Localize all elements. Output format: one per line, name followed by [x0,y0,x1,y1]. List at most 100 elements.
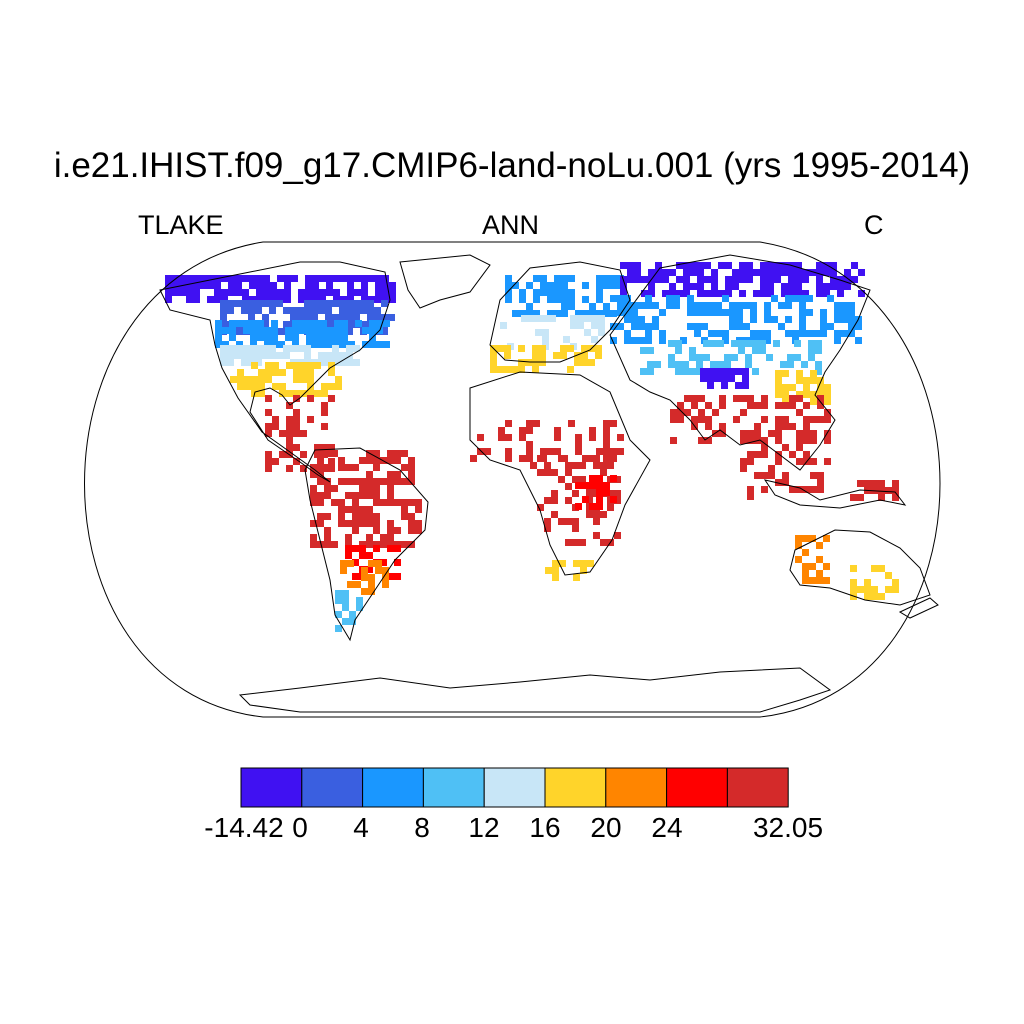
data-cell [767,276,774,283]
data-cell [331,485,338,492]
data-cell [648,269,655,276]
data-cell [764,302,771,309]
data-cell [640,368,647,375]
data-cell [750,309,757,316]
data-cell [354,275,361,282]
data-cell [327,327,334,334]
data-cell [221,275,228,282]
data-cell [687,295,694,302]
data-cell [255,300,262,307]
data-cell [586,497,593,504]
data-cell [561,289,568,296]
data-cell [558,518,565,525]
data-cell [186,282,193,289]
data-cell [634,269,641,276]
data-cell [565,539,572,546]
data-cell [505,275,512,282]
data-cell [732,276,739,283]
data-cell [300,376,307,383]
data-cell [339,352,346,359]
data-cell [341,320,348,327]
data-cell [304,352,311,359]
data-cell [347,289,354,296]
data-cell [272,458,279,465]
data-cell [761,402,768,409]
data-cell [321,390,328,397]
data-cell [264,341,271,348]
data-cell [172,282,179,289]
data-cell [286,390,293,397]
data-cell [577,322,584,329]
colorbar-labels: -14.42 0 4 8 12 16 20 24 32.05 [0,812,1024,852]
data-cell [796,444,803,451]
data-cell [817,486,824,493]
data-cell [265,362,272,369]
data-cell [504,366,511,373]
data-cell [408,471,415,478]
data-cell [617,448,624,455]
data-cell [808,347,815,354]
data-cell [579,539,586,546]
data-cell [477,434,484,441]
data-cell [691,402,698,409]
data-cell [490,366,497,373]
data-cell [662,269,669,276]
data-cell [269,307,276,314]
data-cell [761,444,768,451]
data-cell [824,398,831,405]
data-cell [729,309,736,316]
data-cell [676,276,683,283]
data-cell [750,316,757,323]
data-cell [345,520,352,527]
data-cell [255,345,262,352]
data-cell [850,494,857,501]
data-cell [312,282,319,289]
data-cell [747,493,754,500]
data-cell [305,275,312,282]
data-cell [277,289,284,296]
data-cell [207,296,214,303]
data-cell [624,295,631,302]
data-cell [263,282,270,289]
data-cell [677,416,684,423]
data-cell [293,369,300,376]
data-cell [335,611,342,618]
data-cell [677,402,684,409]
data-cell [864,593,871,600]
data-cell [257,334,264,341]
data-cell [332,359,339,366]
data-cell [729,323,736,330]
data-cell [761,451,768,458]
data-cell [803,437,810,444]
data-cell [603,275,610,282]
data-cell [346,307,353,314]
data-cell [788,283,795,290]
data-cell [256,275,263,282]
data-cell [747,437,754,444]
data-cell [328,383,335,390]
data-cell [648,283,655,290]
data-cell [317,464,324,471]
data-cell [824,437,831,444]
data-cell [333,275,340,282]
data-cell [293,376,300,383]
data-cell [310,499,317,506]
data-cell [591,315,598,322]
data-cell [610,337,617,344]
data-cell [342,590,349,597]
data-cell [561,296,568,303]
data-cell [810,377,817,384]
data-cell [387,545,394,552]
colorbar [240,767,789,808]
data-cell [373,527,380,534]
data-cell [332,345,339,352]
data-cell [733,416,740,423]
data-cell [304,314,311,321]
data-cell [710,361,717,368]
data-cell [345,541,352,548]
data-cell [366,478,373,485]
data-cell [761,416,768,423]
data-cell [533,289,540,296]
data-cell [341,334,348,341]
data-cell [263,275,270,282]
